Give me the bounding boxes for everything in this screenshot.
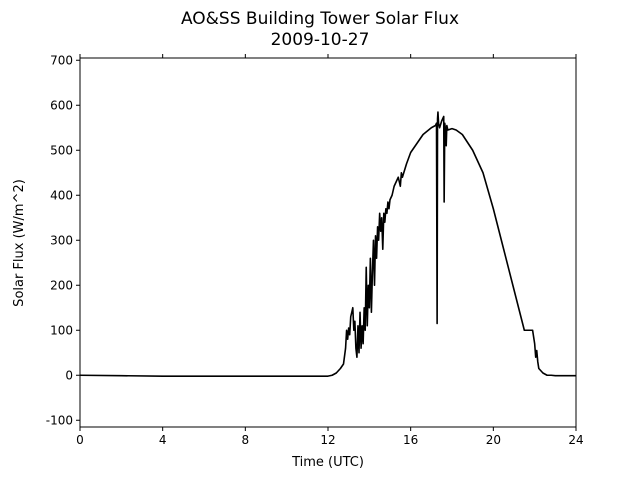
x-tick-label: 8 <box>242 433 250 447</box>
y-tick-label: 400 <box>50 188 73 202</box>
x-tick-label: 12 <box>320 433 335 447</box>
x-tick-label: 0 <box>76 433 84 447</box>
y-tick-label: 600 <box>50 98 73 112</box>
y-tick-label: 0 <box>65 368 73 382</box>
plot-data-layer <box>79 111 576 377</box>
x-tick-label: 20 <box>486 433 501 447</box>
y-tick-label: 700 <box>50 53 73 67</box>
y-tick-label: 100 <box>50 323 73 337</box>
chart-subtitle: 2009-10-27 <box>271 30 370 50</box>
y-tick-label: 200 <box>50 278 73 292</box>
x-tick-label: 4 <box>159 433 167 447</box>
y-tick-label: 300 <box>50 233 73 247</box>
chart-title: AO&SS Building Tower Solar Flux <box>181 9 459 29</box>
x-axis-label: Time (UTC) <box>291 455 364 470</box>
series-line <box>79 111 576 377</box>
y-tick-label: -100 <box>46 413 73 427</box>
y-tick-label: 500 <box>50 143 73 157</box>
x-tick-label: 24 <box>568 433 583 447</box>
y-axis-label: Solar Flux (W/m^2) <box>12 179 27 307</box>
x-tick-label: 16 <box>403 433 418 447</box>
